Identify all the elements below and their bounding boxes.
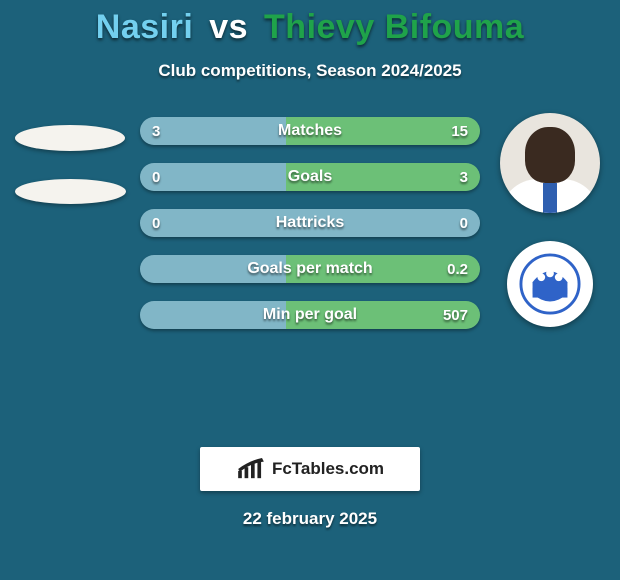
stat-bar: Min per goal507 [140,301,480,329]
stat-bar: Matches3 15 [140,117,480,145]
club-crest-icon [519,253,581,315]
stat-right-value: 0.2 [447,255,468,283]
stat-left-value: 0 [152,209,160,237]
player2-club-badge [507,241,593,327]
stat-label: Matches [140,122,480,140]
player2-name: Thievy Bifouma [264,8,524,46]
subtitle: Club competitions, Season 2024/2025 [0,61,620,81]
footer-date: 22 february 2025 [0,509,620,529]
stat-right-value: 3 [460,163,468,191]
stat-bar: Hattricks0 0 [140,209,480,237]
stat-left-value: 3 [152,117,160,145]
player2-avatar [500,113,600,213]
left-player-column [10,113,130,216]
vs-word: vs [209,8,248,46]
avatar-jersey-stripe [543,183,557,213]
player1-avatar-placeholder [15,125,125,151]
stat-right-value: 0 [460,209,468,237]
bar-chart-icon [236,458,266,480]
comparison-card: Nasiri vs Thievy Bifouma Club competitio… [0,0,620,580]
comparison-stage: Matches315Goals03Hattricks00Goals per ma… [0,117,620,417]
right-player-column [490,113,610,327]
stat-left-value: 0 [152,163,160,191]
page-title: Nasiri vs Thievy Bifouma [0,0,620,47]
player1-club-placeholder [15,179,126,204]
stat-label: Goals per match [140,260,480,278]
avatar-face [525,127,575,183]
stat-label: Hattricks [140,214,480,232]
stat-bar: Goals0 3 [140,163,480,191]
stat-label: Goals [140,168,480,186]
stat-bars: Matches315Goals03Hattricks00Goals per ma… [140,117,480,347]
stat-label: Min per goal [140,306,480,324]
stat-right-value: 507 [443,301,468,329]
stat-right-value: 15 [451,117,468,145]
brand-box: FcTables.com [200,447,420,491]
stat-bar: Goals per match0.2 [140,255,480,283]
player1-name: Nasiri [96,8,194,46]
brand-text: FcTables.com [272,459,384,479]
